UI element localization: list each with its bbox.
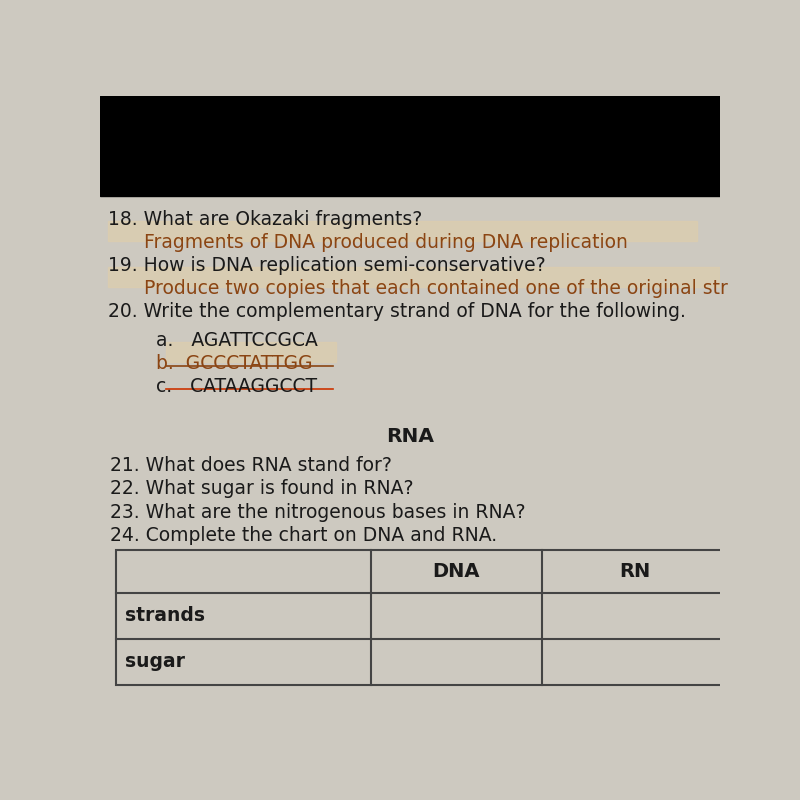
Text: 20. Write the complementary strand of DNA for the following.: 20. Write the complementary strand of DN… <box>108 302 686 322</box>
Bar <box>115 550 728 685</box>
Bar <box>108 221 697 241</box>
Text: 22. What sugar is found in RNA?: 22. What sugar is found in RNA? <box>104 479 414 498</box>
Text: 19. How is DNA replication semi-conservative?: 19. How is DNA replication semi-conserva… <box>108 256 546 275</box>
Bar <box>166 342 336 362</box>
Text: 24. Complete the chart on DNA and RNA.: 24. Complete the chart on DNA and RNA. <box>104 526 497 545</box>
Bar <box>100 96 720 196</box>
Text: c.   CATAAGGCCT: c. CATAAGGCCT <box>108 377 317 396</box>
Text: b.  GCCCTATTGG: b. GCCCTATTGG <box>108 354 312 373</box>
Text: Produce two copies that each contained one of the original str: Produce two copies that each contained o… <box>108 279 728 298</box>
Text: RN: RN <box>619 562 650 581</box>
Text: 23. What are the nitrogenous bases in RNA?: 23. What are the nitrogenous bases in RN… <box>104 502 526 522</box>
Text: 21. What does RNA stand for?: 21. What does RNA stand for? <box>104 456 392 475</box>
Text: sugar: sugar <box>125 653 185 671</box>
Text: strands: strands <box>125 606 205 626</box>
Text: DNA: DNA <box>433 562 480 581</box>
Text: 18. What are Okazaki fragments?: 18. What are Okazaki fragments? <box>108 210 422 229</box>
Text: a.   AGATTCCGCA: a. AGATTCCGCA <box>108 331 318 350</box>
Text: RNA: RNA <box>386 427 434 446</box>
Text: Fragments of DNA produced during DNA replication: Fragments of DNA produced during DNA rep… <box>108 233 628 252</box>
Bar <box>108 267 720 287</box>
